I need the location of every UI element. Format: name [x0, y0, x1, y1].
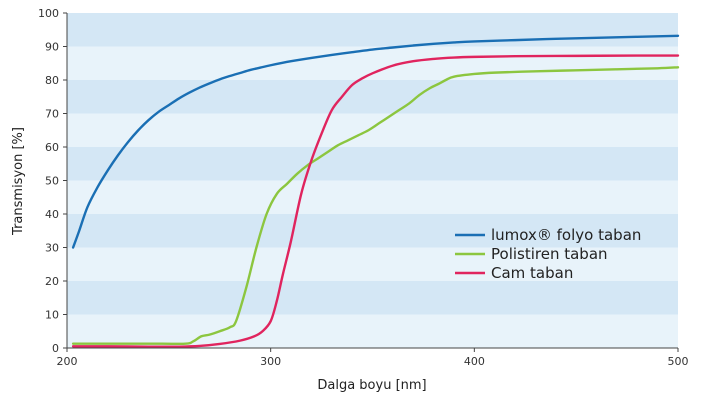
grid-band [67, 214, 678, 248]
y-tick-label: 90 [45, 41, 59, 54]
grid-bands [67, 13, 678, 348]
grid-band [67, 113, 678, 147]
legend-entry: lumox® folyo taban [491, 226, 641, 244]
grid-band [67, 13, 678, 47]
y-tick-label: 20 [45, 275, 59, 288]
y-tick-label: 40 [45, 208, 59, 221]
grid-band [67, 314, 678, 348]
y-tick-label: 30 [45, 242, 59, 255]
y-tick-label: 50 [45, 175, 59, 188]
y-tick-label: 60 [45, 141, 59, 154]
x-tick-labels: 200 300 400 500 [57, 355, 689, 368]
y-tick-label: 70 [45, 108, 59, 121]
series-line [71, 34, 680, 249]
x-tick-label: 200 [57, 355, 78, 368]
series-lines [71, 34, 680, 348]
y-tick-labels: 0 10 20 30 40 50 60 70 80 90 100 [38, 7, 59, 355]
grid-band [67, 80, 678, 114]
grid-band [67, 147, 678, 181]
legend-entry: Polistiren taban [491, 245, 608, 263]
y-axis-label: Transmisyon [%] [11, 127, 26, 236]
series-line [71, 54, 680, 348]
y-tick-label: 0 [52, 342, 59, 355]
grid-band [67, 46, 678, 80]
series-line [71, 66, 680, 346]
x-tick-label: 400 [464, 355, 485, 368]
axes [63, 12, 679, 352]
grid-band [67, 180, 678, 214]
grid-band [67, 281, 678, 315]
y-tick-label: 10 [45, 309, 59, 322]
y-tick-label: 100 [38, 7, 59, 20]
y-tick-label: 80 [45, 74, 59, 87]
grid-band [67, 247, 678, 281]
x-tick-label: 300 [260, 355, 281, 368]
x-axis-label: Dalga boyu [nm] [317, 378, 426, 393]
x-tick-label: 500 [668, 355, 689, 368]
legend-entry: Cam taban [491, 264, 573, 282]
